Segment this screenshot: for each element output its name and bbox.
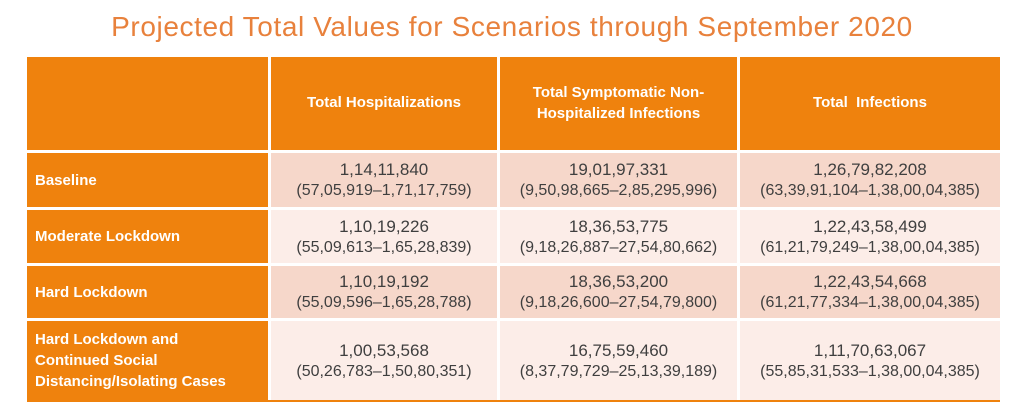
cell-hard-distancing-total-infections: 1,11,70,63,067 (55,85,31,533–1,38,00,04,… <box>740 321 1000 400</box>
cell-value: 1,26,79,82,208 <box>813 160 927 179</box>
cell-moderate-hospitalizations: 1,10,19,226 (55,09,613–1,65,28,839) <box>271 210 497 263</box>
cell-value: 1,10,19,226 <box>339 216 429 236</box>
cell-range: (57,05,919–1,71,17,759) <box>296 182 472 199</box>
cell-range: (8,37,79,729–25,13,39,189) <box>519 362 718 380</box>
cell-baseline-hospitalizations: 1,14,11,840 (57,05,919–1,71,17,759) <box>271 153 497 207</box>
cell-hard-total-infections: 1,22,43,54,668 (61,21,77,334–1,38,00,04,… <box>740 266 1000 318</box>
cell-range: (63,39,91,104–1,38,00,04,385) <box>760 182 980 199</box>
cell-range: (50,26,783–1,50,80,351) <box>296 362 472 380</box>
cell-range: (9,18,26,600–27,54,79,800) <box>519 294 718 311</box>
cell-hard-symptomatic: 18,36,53,200 (9,18,26,600–27,54,79,800) <box>500 266 737 318</box>
cell-value: 19,01,97,331 <box>568 160 669 179</box>
cell-value: 1,10,19,192 <box>339 272 429 291</box>
cell-range: (61,21,79,249–1,38,00,04,385) <box>760 238 980 256</box>
cell-range: (55,85,31,533–1,38,00,04,385) <box>760 362 980 380</box>
row-label-baseline: Baseline <box>27 153 268 207</box>
cell-value: 1,14,11,840 <box>339 160 429 179</box>
cell-range: (55,09,613–1,65,28,839) <box>296 238 472 256</box>
row-label-hard-lockdown: Hard Lockdown <box>27 266 268 318</box>
cell-value: 1,11,70,63,067 <box>813 340 927 360</box>
page-title: Projected Total Values for Scenarios thr… <box>111 11 913 42</box>
row-label-hard-lockdown-continued-distancing: Hard Lockdown and Continued Social Dista… <box>27 321 268 400</box>
cell-value: 1,00,53,568 <box>339 340 429 360</box>
column-header-total-infections: Total Infections <box>740 57 1000 150</box>
cell-value: 16,75,59,460 <box>568 340 669 360</box>
cell-range: (9,18,26,887–27,54,80,662) <box>519 238 718 256</box>
cell-range: (9,50,98,665–2,85,295,996) <box>519 182 718 199</box>
cell-baseline-symptomatic: 19,01,97,331 (9,50,98,665–2,85,295,996) <box>500 153 737 207</box>
cell-range: (55,09,596–1,65,28,788) <box>296 294 472 311</box>
cell-baseline-total-infections: 1,26,79,82,208 (63,39,91,104–1,38,00,04,… <box>740 153 1000 207</box>
column-header-total-hospitalizations: Total Hospitalizations <box>271 57 497 150</box>
cell-moderate-total-infections: 1,22,43,58,499 (61,21,79,249–1,38,00,04,… <box>740 210 1000 263</box>
row-label-moderate-lockdown: Moderate Lockdown <box>27 210 268 263</box>
column-header-empty <box>27 57 268 150</box>
cell-hard-distancing-hospitalizations: 1,00,53,568 (50,26,783–1,50,80,351) <box>271 321 497 400</box>
cell-value: 18,36,53,775 <box>568 216 669 236</box>
cell-hard-distancing-symptomatic: 16,75,59,460 (8,37,79,729–25,13,39,189) <box>500 321 737 400</box>
cell-hard-hospitalizations: 1,10,19,192 (55,09,596–1,65,28,788) <box>271 266 497 318</box>
cell-moderate-symptomatic: 18,36,53,775 (9,18,26,887–27,54,80,662) <box>500 210 737 263</box>
cell-value: 18,36,53,200 <box>568 272 669 291</box>
cell-value: 1,22,43,58,499 <box>813 216 927 236</box>
column-header-total-symptomatic-non-hospitalized-infections: Total Symptomatic Non-Hospitalized Infec… <box>500 57 737 150</box>
projections-table: Total Hospitalizations Total Symptomatic… <box>27 57 1000 402</box>
cell-range: (61,21,77,334–1,38,00,04,385) <box>760 294 980 311</box>
cell-value: 1,22,43,54,668 <box>813 272 927 291</box>
